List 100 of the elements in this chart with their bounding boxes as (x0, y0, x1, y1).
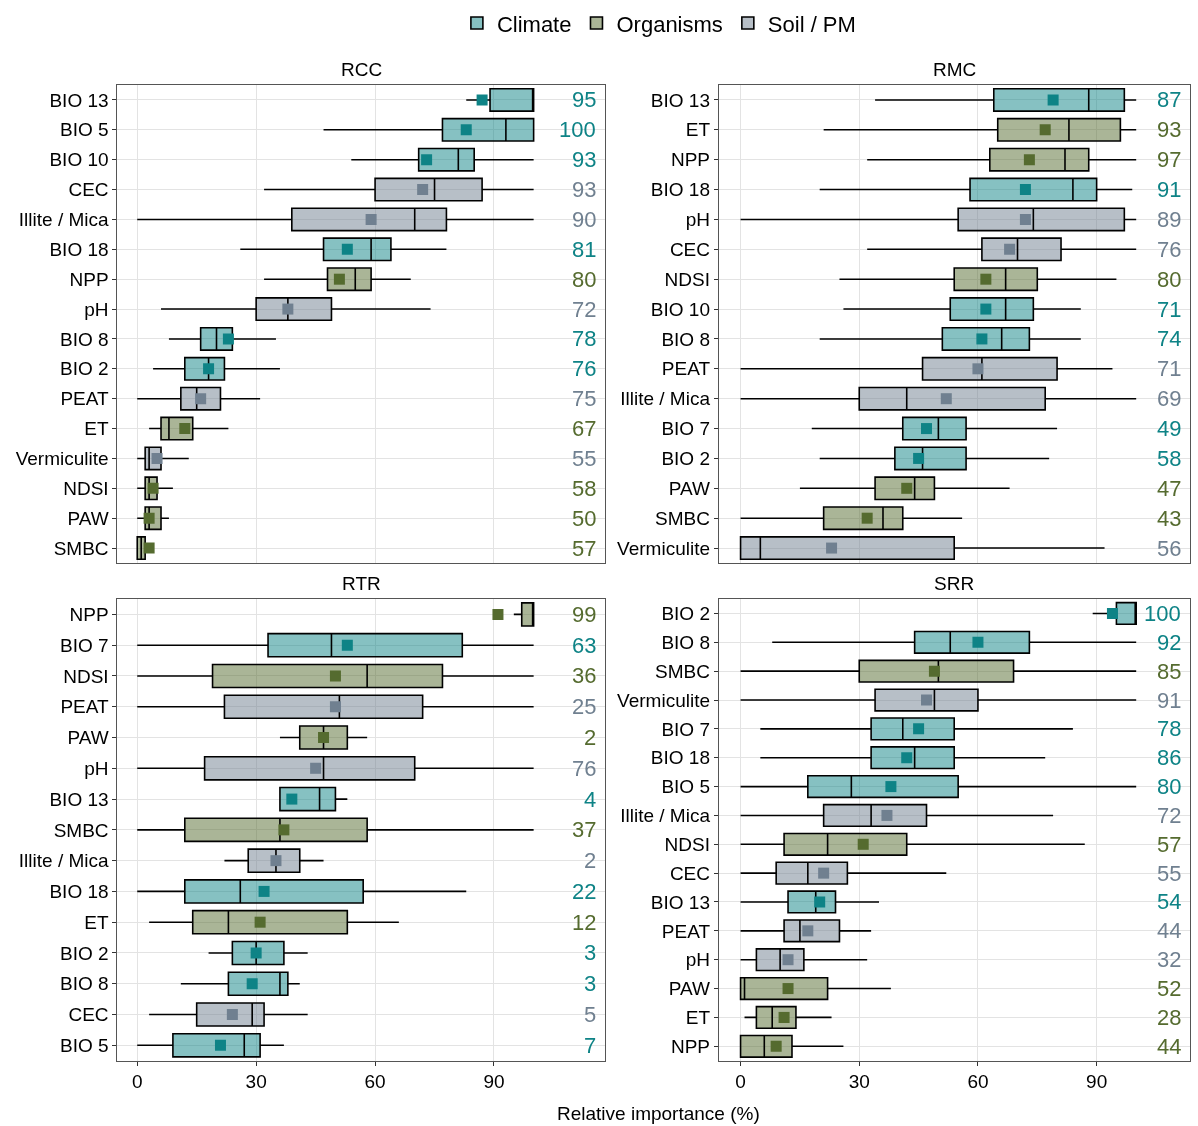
chart-title: RTR (342, 573, 381, 594)
text: 97 (1157, 147, 1182, 172)
text: 49 (1157, 416, 1182, 441)
text: 58 (1157, 446, 1182, 471)
y-tick-label: PAW (67, 507, 109, 529)
text: 58 (572, 476, 597, 501)
y-tick-label: PEAT (661, 920, 711, 942)
text: 76 (572, 356, 597, 381)
text: 2 (584, 725, 597, 750)
y-tick-label: BIO 18 (650, 179, 710, 201)
y-tick-label: BIO 10 (49, 149, 109, 171)
x-tick-label: 60 (364, 1071, 386, 1093)
y-tick-label: ET (685, 119, 711, 141)
y-tick-label: NPP (69, 268, 109, 290)
text: 7 (584, 1033, 597, 1058)
y-tick-label: BIO 7 (661, 718, 710, 740)
text: 44 (1157, 918, 1182, 943)
legend-label: Soil / PM (767, 11, 856, 37)
y-tick-label: CEC (68, 179, 109, 201)
y-tick-label: Illite / Mica (18, 850, 110, 872)
chart-title: RMC (933, 59, 977, 80)
text: 92 (1157, 630, 1182, 655)
y-tick-label: BIO 2 (60, 942, 109, 964)
y-tick-label: pH (685, 949, 710, 971)
y-tick-label: PEAT (60, 696, 109, 718)
legend-label: Organisms (616, 11, 723, 37)
x-tick-label: 90 (483, 1071, 505, 1093)
x-tick-label: 30 (245, 1071, 267, 1093)
text: 76 (1157, 237, 1182, 262)
text: 100 (1144, 601, 1181, 626)
text: 95 (572, 87, 597, 112)
text: 4 (584, 787, 597, 812)
y-tick-label: ET (84, 911, 109, 933)
y-tick-label: SMBC (655, 660, 710, 682)
y-tick-label: CEC (669, 238, 710, 260)
text: 3 (584, 971, 597, 996)
y-tick-label: SMBC (53, 819, 109, 841)
y-tick-label: BIO 7 (60, 634, 109, 656)
y-tick-label: Illite / Mica (18, 209, 110, 231)
y-tick-label: BIO 18 (49, 238, 109, 260)
y-tick-label: NPP (69, 604, 109, 626)
text: 71 (1157, 356, 1182, 381)
y-tick-label: NDSI (664, 268, 710, 290)
text: 86 (1157, 745, 1182, 770)
x-tick-label: 30 (848, 1071, 870, 1093)
text: 78 (572, 326, 597, 351)
text: 22 (572, 879, 597, 904)
y-tick-label: NPP (670, 1035, 710, 1057)
y-tick-label: BIO 8 (60, 328, 109, 350)
y-tick-label: Vermiculite (15, 448, 109, 470)
text: 56 (1157, 536, 1182, 561)
y-tick-label: CEC (669, 862, 710, 884)
text: 74 (1157, 326, 1182, 351)
text: 80 (572, 267, 597, 292)
y-tick-label: BIO 18 (49, 881, 109, 903)
y-tick-label: CEC (68, 1004, 109, 1026)
legend-label: Climate (496, 11, 572, 37)
text: 2 (584, 848, 597, 873)
y-tick-label: BIO 5 (661, 776, 710, 798)
text: 90 (572, 207, 597, 232)
text: 50 (572, 506, 597, 531)
y-tick-label: NDSI (664, 833, 710, 855)
x-tick-label: 0 (735, 1071, 746, 1093)
text: 3 (584, 940, 597, 965)
text: 100 (559, 117, 596, 142)
text: 25 (572, 694, 597, 719)
y-tick-label: PAW (67, 727, 109, 749)
text: 36 (572, 663, 597, 688)
y-tick-label: BIO 7 (661, 418, 710, 440)
y-tick-label: pH (685, 209, 710, 231)
text: 72 (1157, 803, 1182, 828)
y-tick-label: Illite / Mica (620, 805, 711, 827)
y-tick-label: BIO 13 (650, 891, 710, 913)
text: 63 (572, 633, 597, 658)
y-tick-label: BIO 18 (650, 747, 710, 769)
text: 81 (572, 237, 597, 262)
chart-title: SRR (934, 573, 975, 594)
y-tick-label: PEAT (60, 388, 109, 410)
y-tick-label: ET (84, 418, 109, 440)
y-tick-label: NPP (670, 149, 710, 171)
y-tick-label: PAW (668, 477, 711, 499)
text: 52 (1157, 976, 1182, 1001)
chart-title: RCC (341, 59, 383, 80)
text: 78 (1157, 716, 1182, 741)
text: 80 (1157, 267, 1182, 292)
y-tick-label: BIO 2 (661, 603, 710, 625)
y-tick-label: Vermiculite (617, 689, 710, 711)
x-tick-label: 90 (1086, 1071, 1108, 1093)
text: 44 (1157, 1034, 1182, 1059)
y-tick-label: BIO 13 (49, 788, 109, 810)
text: 99 (572, 602, 597, 627)
y-tick-label: SMBC (53, 537, 109, 559)
text: 57 (572, 536, 597, 561)
x-tick-label: 60 (967, 1071, 989, 1093)
y-tick-label: PEAT (661, 358, 711, 380)
text: 37 (572, 817, 597, 842)
x-tick-label: 0 (131, 1071, 143, 1093)
text: 54 (1157, 889, 1182, 914)
y-tick-label: BIO 13 (49, 89, 109, 111)
text: 89 (1157, 207, 1182, 232)
